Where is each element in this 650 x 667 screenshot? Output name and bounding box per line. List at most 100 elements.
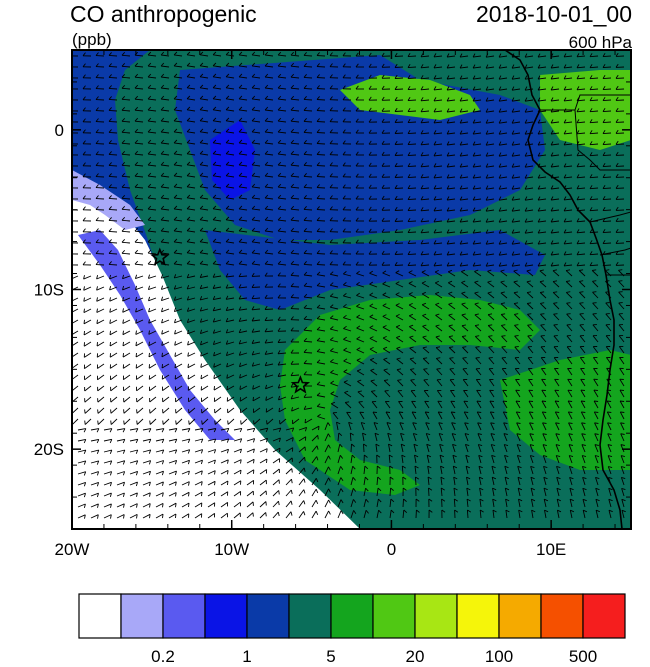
wind-barb-flag [394,228,398,233]
wind-barb-flag [121,117,126,122]
wind-barb-shaft [602,121,612,124]
wind-barb-flag [290,316,294,320]
wind-barb-flag [446,251,450,256]
wind-barb-shaft [278,263,287,266]
wind-barb-flag [212,117,217,122]
wind-barb-shaft [499,121,508,124]
wind-barb-shaft [330,382,339,387]
wind-barb-shaft [246,501,254,508]
wind-barb-shaft [450,390,456,398]
wind-barb-shaft [155,428,164,431]
wind-barb-shaft [121,153,131,156]
wind-barb-shaft [619,357,625,365]
colorbar-label: 0.2 [151,647,175,666]
colorbar-swatch [120,593,164,639]
wind-barb-shaft [109,341,118,347]
wind-barb-flag [134,205,139,210]
wind-barb-flag [342,63,346,68]
wind-barb-shaft [174,175,183,178]
wind-barb-flag [201,492,203,497]
wind-barb-flag [277,249,282,254]
wind-barb-shaft [194,481,203,486]
wind-barb-flag [201,481,203,486]
wind-barb-flag [108,151,112,155]
wind-barb-shaft [266,407,274,413]
wind-barb-shaft [488,335,495,343]
wind-barb-flag [225,183,230,188]
wind-barb-flag [607,422,612,424]
wind-barb-flag [407,206,411,211]
wind-barb-flag [589,196,593,200]
wind-barb-flag [563,152,567,157]
wind-barb-shaft [174,341,183,346]
wind-barb-flag [465,454,470,458]
wind-barb-flag [498,163,502,168]
wind-barb-flag [576,53,580,58]
wind-barb-flag [576,229,580,234]
wind-barb-shaft [370,370,378,376]
wind-barb-flag [186,95,191,100]
wind-barb-flag [589,152,593,156]
wind-barb-shaft [605,291,612,299]
wind-barb-shaft [311,456,318,464]
colorbar-swatch [372,593,416,639]
wind-barb-flag [186,117,191,122]
wind-barb-shaft [369,348,378,354]
wind-barb-shaft [317,416,326,420]
wind-barb-flag [316,85,320,89]
wind-barb-shaft [383,369,391,376]
wind-barb-shaft [290,297,300,299]
wind-barb-shaft [108,109,118,112]
wind-barb-shaft [394,121,404,123]
wind-barb-flag [226,385,228,390]
wind-barb-flag [615,261,619,266]
wind-barb-flag [109,471,113,476]
wind-barb-shaft [576,198,586,201]
wind-barb-flag [82,195,86,200]
wind-barb-flag [212,205,217,210]
wind-barb-shaft [420,165,430,168]
wind-barb-shaft [252,175,261,178]
wind-barb-shaft [77,471,86,475]
wind-barb-shaft [97,385,105,392]
wind-barb-shaft [564,110,573,113]
wind-barb-flag [511,174,515,179]
wind-barb-flag [381,118,385,123]
wind-barb-flag [96,330,98,335]
wind-barb-shaft [265,98,274,101]
wind-barb-flag [316,315,321,320]
wind-barb-shaft [407,231,417,234]
wind-barb-flag [409,357,415,360]
wind-barb-flag [318,426,320,431]
wind-barb-flag [410,379,415,381]
wind-barb-flag [568,422,573,424]
wind-barb-flag [492,476,497,480]
wind-barb-shaft [316,231,326,233]
wind-barb-flag [511,163,515,168]
wind-barb-flag [330,348,334,352]
wind-barb-shaft [463,411,469,420]
wind-barb-shaft [476,411,482,420]
wind-barb-flag [569,465,574,469]
wind-barb-flag [435,324,440,327]
wind-barb-shaft [567,368,573,376]
wind-barb-shaft [272,458,280,464]
wind-barb-flag [514,335,519,337]
wind-barb-flag [576,152,580,157]
wind-barb-shaft [278,219,287,222]
wind-barb-shaft [551,77,560,80]
wind-barb-shaft [317,340,326,343]
wind-barb-flag [394,217,398,222]
wind-barb-flag [212,128,217,133]
wind-barb-shaft [168,449,177,453]
wind-barb-shaft [122,330,131,336]
wind-barb-flag [433,119,437,124]
wind-barb-flag [602,206,606,211]
wind-barb-flag [148,481,151,487]
wind-barb-flag [290,150,295,155]
wind-barb-shaft [290,109,300,112]
wind-barb-shaft [440,487,443,497]
wind-barb-flag [382,325,387,328]
wind-barb-shaft [330,295,339,299]
wind-barb-shaft [543,477,547,486]
